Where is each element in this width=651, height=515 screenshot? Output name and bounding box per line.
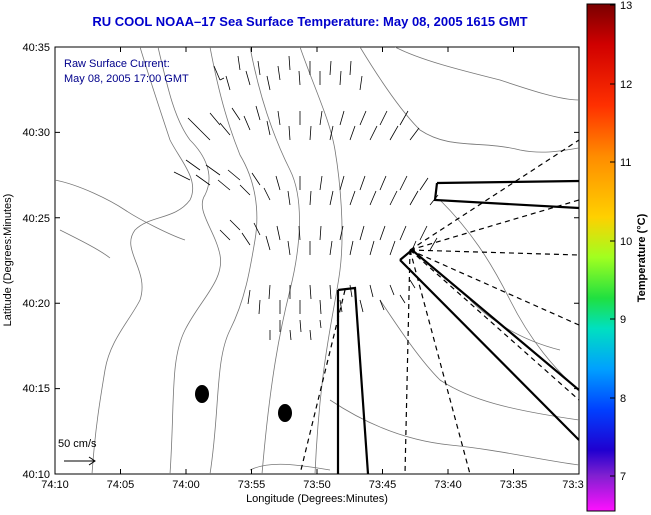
x-tick: 74:00 — [172, 479, 200, 491]
x-tick-labels: 74:10 74:05 74:00 73:55 73:50 73:45 73:4… — [41, 479, 583, 491]
annotation-line1: Raw Surface Current: — [64, 58, 170, 70]
colorbar-tick: 7 — [620, 471, 626, 483]
x-tick: 74:05 — [107, 479, 135, 491]
y-tick: 40:15 — [22, 383, 50, 395]
colorbar-ticks — [610, 4, 615, 477]
transect-lines — [336, 179, 579, 474]
colorbar-tick: 9 — [620, 314, 626, 326]
y-tick: 40:25 — [22, 213, 50, 225]
current-vectors — [173, 55, 439, 341]
buoy-marker-2 — [278, 404, 292, 422]
buoy-marker-1 — [195, 385, 209, 403]
chart-title: RU COOL NOAA–17 Sea Surface Temperature:… — [92, 14, 528, 29]
x-tick: 73:45 — [369, 479, 397, 491]
colorbar-tick-labels: 13 12 11 10 9 8 7 — [620, 0, 632, 483]
coastline-contours — [55, 47, 579, 474]
y-tick: 40:10 — [22, 469, 50, 481]
scale-label: 50 cm/s — [58, 438, 97, 450]
x-axis-label: Longitude (Degrees:Minutes) — [246, 493, 388, 505]
colorbar-tick: 11 — [620, 157, 631, 169]
y-tick-labels: 40:35 40:30 40:25 40:20 40:15 40:10 — [22, 42, 50, 481]
x-tick: 73:55 — [238, 479, 266, 491]
colorbar — [586, 3, 616, 512]
x-tick: 74:10 — [41, 479, 69, 491]
x-tick: 73:3 — [562, 479, 583, 491]
colorbar-label: Temperature (°C) — [636, 213, 648, 302]
y-axis-label: Latitude (Degrees:Minutes) — [2, 194, 14, 327]
y-tick: 40:30 — [22, 127, 50, 139]
colorbar-tick: 8 — [620, 393, 626, 405]
axis-tick-marks — [54, 46, 580, 475]
x-tick: 73:40 — [434, 479, 462, 491]
plot-area — [54, 46, 580, 475]
x-tick: 73:35 — [500, 479, 528, 491]
y-tick: 40:35 — [22, 42, 50, 54]
colorbar-tick: 13 — [620, 0, 632, 12]
y-tick: 40:20 — [22, 298, 50, 310]
scale-arrow — [64, 456, 96, 466]
x-tick: 73:50 — [303, 479, 331, 491]
colorbar-tick: 12 — [620, 79, 632, 91]
colorbar-tick: 10 — [620, 236, 632, 248]
annotation-line2: May 08, 2005 17:00 GMT — [64, 73, 189, 85]
